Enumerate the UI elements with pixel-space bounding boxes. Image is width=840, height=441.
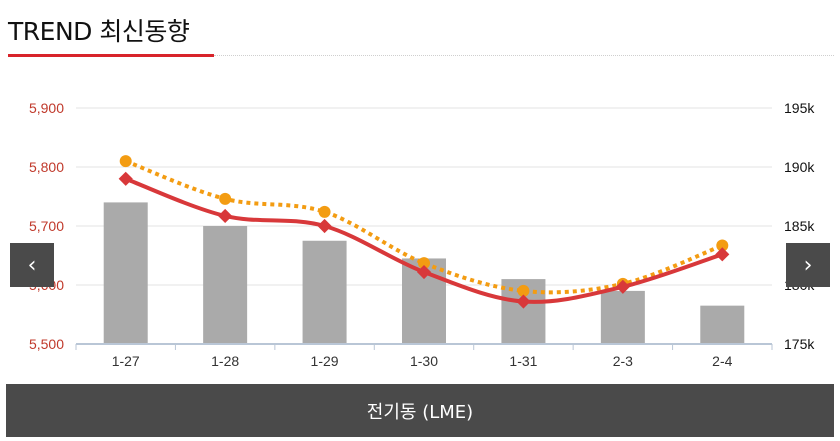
- x-tick-label: 1-31: [509, 353, 537, 369]
- title-divider: [214, 55, 834, 56]
- trend-chart: 5,5005,6005,7005,8005,900175k180k185k190…: [29, 100, 815, 369]
- left-tick-label: 5,800: [29, 159, 64, 175]
- series-point-dotted: [517, 284, 530, 297]
- series-point-solid: [615, 279, 630, 294]
- right-tick-label: 185k: [784, 218, 815, 234]
- series-point-solid: [516, 294, 531, 309]
- bar: [103, 202, 148, 344]
- footer-bar: 전기동 (LME): [6, 384, 834, 437]
- series-point-dotted: [119, 155, 132, 168]
- series-point-solid: [416, 264, 432, 280]
- right-tick-label: 195k: [784, 100, 815, 116]
- header: TREND 최신동향: [0, 0, 840, 60]
- series-point-dotted: [219, 192, 232, 205]
- right-tick-label: 175k: [784, 336, 815, 352]
- chevron-left-icon: ‹: [27, 252, 37, 278]
- series-point-solid: [118, 171, 133, 186]
- left-tick-label: 5,900: [29, 100, 64, 116]
- series-point-solid: [715, 247, 730, 262]
- next-button[interactable]: ›: [786, 243, 830, 287]
- series-point-dotted: [318, 205, 331, 218]
- x-tick-label: 1-28: [211, 353, 239, 369]
- series-point-solid: [317, 218, 332, 234]
- footer-label: 전기동 (LME): [366, 401, 474, 423]
- x-tick-label: 2-3: [613, 353, 633, 369]
- series-point-solid: [218, 208, 233, 224]
- x-tick-label: 2-4: [712, 353, 732, 369]
- prev-button[interactable]: ‹: [10, 243, 54, 287]
- series-point-dotted: [418, 257, 430, 270]
- bar: [600, 290, 645, 344]
- bar: [203, 226, 248, 344]
- left-tick-label: 5,500: [29, 336, 64, 352]
- page-title: TREND 최신동향: [8, 17, 190, 46]
- x-tick-label: 1-27: [112, 353, 140, 369]
- title-underline: [8, 54, 214, 57]
- chevron-right-icon: ›: [803, 252, 813, 278]
- bar: [302, 240, 347, 344]
- left-tick-label: 5,700: [29, 218, 64, 234]
- x-tick-label: 1-30: [410, 353, 438, 369]
- bar: [700, 305, 745, 344]
- series-point-dotted: [716, 239, 729, 252]
- right-tick-label: 190k: [784, 159, 815, 175]
- x-tick-label: 1-29: [311, 353, 339, 369]
